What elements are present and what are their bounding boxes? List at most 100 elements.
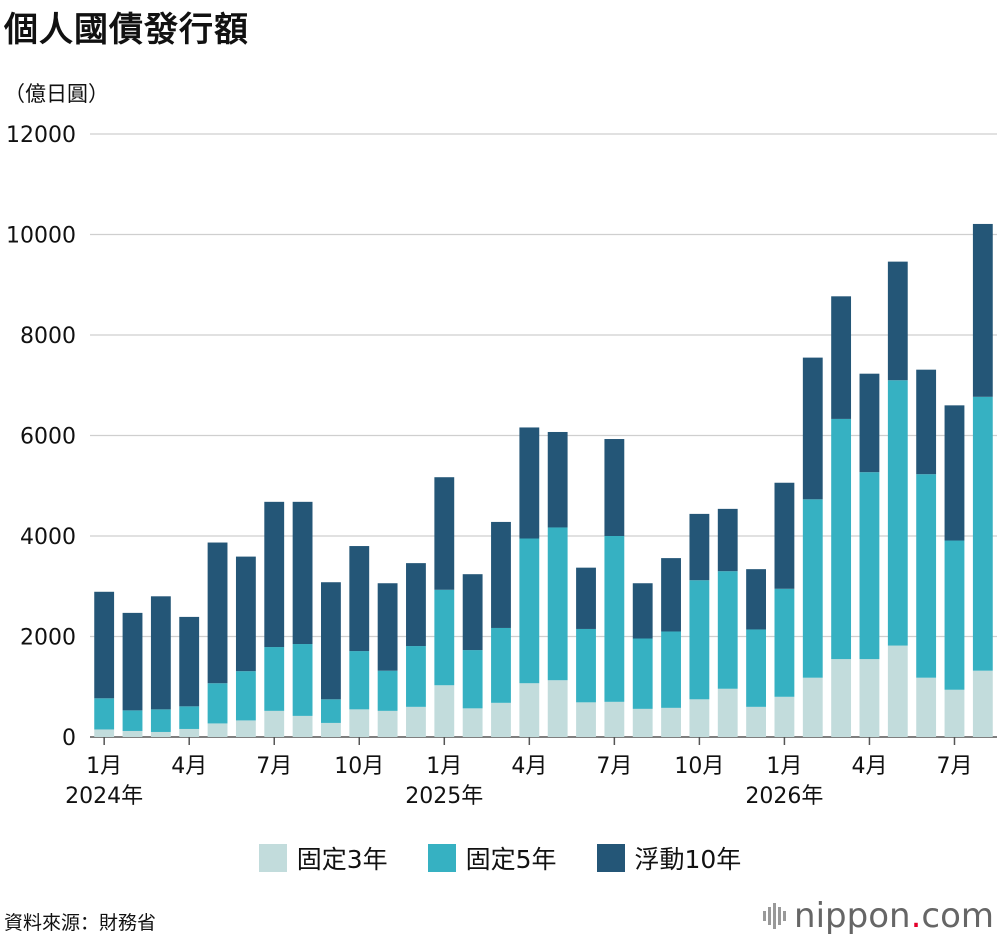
y-tick-label: 10000: [6, 224, 76, 249]
bar-segment-series-1: [944, 540, 965, 690]
legend-item-fixed-5y: 固定5年: [427, 840, 557, 876]
bar-segment-series-2: [831, 296, 852, 419]
x-tick-label-month: 4月: [851, 754, 887, 779]
bar-segment-series-0: [292, 715, 313, 737]
bar-segment-series-1: [632, 638, 653, 709]
bar-segment-series-2: [576, 567, 596, 629]
bar-segment-series-2: [377, 583, 398, 671]
bar-segment-series-2: [661, 558, 681, 632]
bar-segment-series-1: [122, 710, 143, 731]
x-tick-label-month: 1月: [766, 754, 802, 779]
bar-segment-series-0: [94, 729, 115, 737]
bar-segment-series-0: [746, 706, 766, 737]
x-tick-labels: 1月 2024年 4月 7月 10月 1月 2025年 4月 7月 10月 1月 2026年 4月 7月: [65, 737, 972, 809]
bar-segment-series-2: [632, 583, 653, 639]
bar-segment-series-1: [406, 646, 426, 707]
y-tick-label: 6000: [20, 425, 76, 450]
bar-stacks: [94, 223, 993, 737]
x-tick-label-year: 2026年: [745, 784, 823, 809]
bar-segment-series-1: [462, 650, 483, 709]
bar-segment-series-0: [264, 710, 285, 737]
bar-segment-series-2: [150, 596, 171, 710]
bar-segment-series-2: [972, 223, 993, 397]
y-tick-labels: 0 2000 4000 6000 8000 10000 12000: [6, 123, 76, 751]
bar-segment-series-0: [491, 702, 511, 737]
bar-segment-series-1: [916, 474, 937, 678]
bar-segment-series-0: [717, 688, 738, 737]
bar-segment-series-1: [774, 588, 795, 697]
bar-segment-series-1: [491, 627, 511, 703]
bar-segment-series-0: [434, 685, 455, 737]
bar-segment-series-0: [576, 702, 596, 737]
legend-item-floating-10y: 浮動10年: [596, 840, 742, 876]
x-tick-label-month: 7月: [936, 754, 972, 779]
bar-segment-series-0: [150, 731, 171, 737]
bar-segment-series-0: [377, 710, 398, 737]
legend-label-fixed-5y: 固定5年: [465, 845, 557, 874]
source-note: 資料來源：財務省: [4, 912, 157, 934]
bar-segment-series-1: [746, 629, 766, 707]
bar-segment-series-0: [916, 677, 937, 737]
bar-segment-series-2: [349, 546, 370, 652]
bar-segment-series-2: [944, 405, 965, 541]
legend-swatch-fixed-5y: [427, 844, 456, 872]
bar-segment-series-0: [972, 670, 993, 737]
bar-segment-series-0: [349, 709, 370, 737]
x-tick-label-month: 10月: [674, 754, 724, 779]
bar-segment-series-2: [802, 357, 823, 500]
bar-segment-series-0: [179, 728, 200, 737]
brand-logo[interactable]: nippon. com: [763, 896, 994, 936]
legend-label-floating-10y: 浮動10年: [634, 845, 742, 874]
bar-segment-series-0: [944, 689, 965, 737]
bar-segment-series-1: [377, 670, 398, 711]
brand-name: nippon: [794, 896, 911, 936]
x-tick-label-year: 2024年: [65, 784, 143, 809]
bar-segment-series-2: [235, 556, 256, 672]
bar-segment-series-0: [859, 659, 880, 737]
bar-segment-series-1: [235, 671, 256, 721]
y-axis-unit-label: （億日圓）: [4, 82, 109, 106]
bar-segment-series-0: [802, 677, 823, 737]
x-tick-label-month: 7月: [596, 754, 632, 779]
bar-segment-series-2: [547, 431, 568, 528]
bar-segment-series-0: [321, 722, 341, 737]
bar-segment-series-2: [717, 508, 738, 572]
bar-segment-series-1: [802, 499, 823, 678]
bar-segment-series-2: [519, 427, 540, 539]
bar-segment-series-2: [122, 612, 143, 711]
bar-segment-series-0: [604, 701, 625, 737]
legend: 固定3年 固定5年 浮動10年: [0, 840, 1000, 876]
bar-segment-series-2: [406, 563, 426, 647]
bar-segment-series-1: [292, 644, 313, 716]
bar-segment-series-2: [604, 439, 625, 536]
bar-segment-series-1: [661, 631, 681, 708]
x-tick-label-month: 10月: [334, 754, 384, 779]
bar-segment-series-0: [122, 730, 143, 737]
bar-segment-series-2: [774, 482, 795, 589]
y-tick-label: 2000: [20, 626, 76, 651]
bar-segment-series-1: [434, 589, 455, 686]
bar-segment-series-2: [179, 616, 200, 707]
bar-segment-series-2: [689, 513, 710, 581]
bar-segment-series-0: [406, 706, 426, 737]
legend-swatch-floating-10y: [596, 844, 625, 872]
y-tick-label: 8000: [20, 324, 76, 349]
bar-segment-series-1: [717, 571, 738, 689]
bar-segment-series-2: [746, 569, 766, 630]
bar-segment-series-1: [519, 538, 540, 684]
x-tick-label-month: 4月: [171, 754, 207, 779]
y-tick-label: 0: [62, 726, 76, 751]
bar-segment-series-1: [604, 536, 625, 702]
bar-segment-series-1: [150, 709, 171, 732]
bar-segment-series-1: [179, 706, 200, 729]
bar-segment-series-0: [235, 720, 256, 737]
brand-suffix: com: [921, 896, 994, 936]
bar-segment-series-0: [887, 645, 908, 737]
bar-segment-series-2: [94, 591, 115, 699]
legend-item-fixed-3y: 固定3年: [258, 840, 388, 876]
bar-segment-series-0: [547, 680, 568, 737]
bar-segment-series-1: [264, 647, 285, 711]
brand-dot: .: [910, 896, 922, 936]
x-tick-label-month: 7月: [256, 754, 292, 779]
